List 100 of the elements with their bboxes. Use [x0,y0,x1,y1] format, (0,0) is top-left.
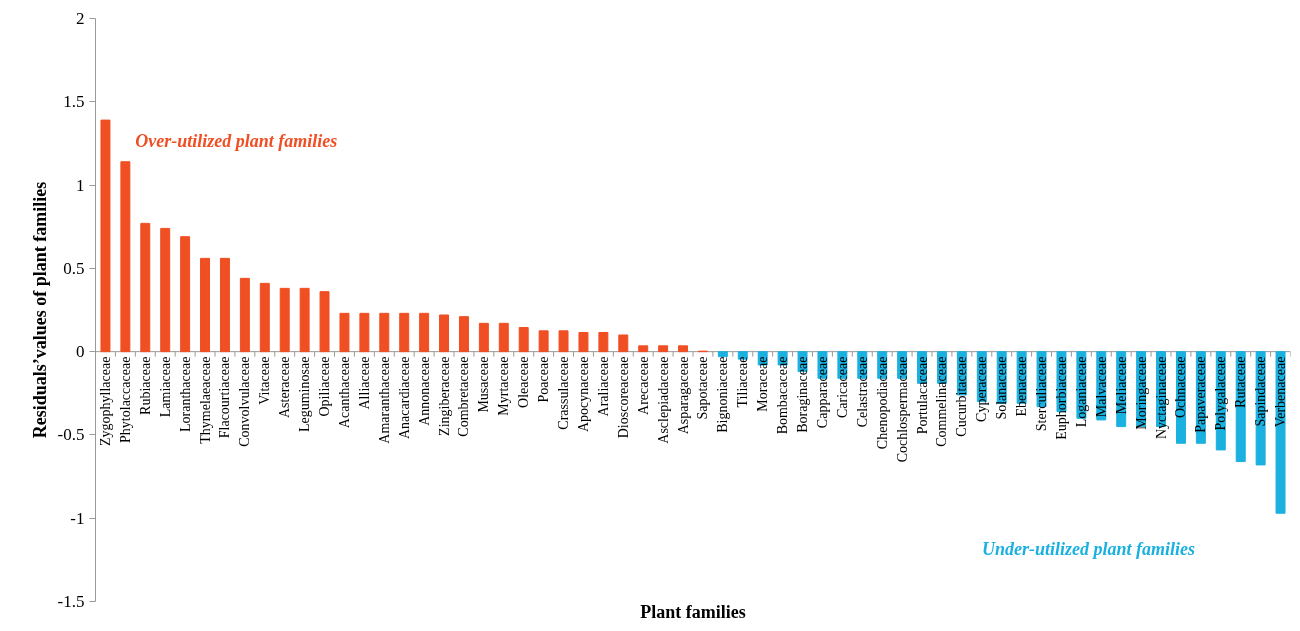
y-tick-label: 0 [76,342,85,362]
x-tick-label: Convolvulaceae [237,356,253,447]
bar [219,257,230,353]
x-tick-label: Meliaceae [1113,356,1129,415]
x-tick-label: Dioscoreaceae [615,356,631,439]
y-tick-label: 2 [76,9,85,28]
bar [717,351,728,358]
y-tick-label: 0.5 [63,258,85,278]
x-tick-label: Crassulaceae [556,356,572,430]
y-tick-label: 1.5 [63,92,85,112]
bar [598,331,609,353]
x-tick-label: Papaveraceae [1193,356,1209,433]
bar [299,287,310,353]
x-tick-label: Sapindaceae [1253,356,1269,427]
x-tick-label: Vitaceae [257,356,273,405]
bar [259,282,270,353]
x-tick-label: Euphorbiaceae [1053,356,1069,440]
annotation: Under-utilized plant families [981,539,1195,560]
x-tick-label: Zingiberaceae [436,356,452,436]
annotation: Over-utilized plant families [135,130,338,151]
bar [399,312,410,353]
x-tick-label: Alliaceae [356,356,372,410]
x-tick-label: Zygophyllaceae [97,356,113,447]
bar [678,345,689,353]
x-tick-label: Sterculiaceae [1034,356,1050,432]
bar [180,236,191,353]
x-tick-label: Chenopodiaceae [874,356,890,450]
x-tick-label: Moringaceae [1133,356,1149,430]
x-tick-label: Boraginaceae [795,356,811,433]
x-tick-label: Celastraceae [854,356,870,428]
x-tick-label: Portulacaceae [914,356,930,435]
bar [140,222,151,353]
x-tick-label: Tiliaceae [735,356,751,408]
x-tick-label: Sapotaceae [695,356,711,420]
bar [379,312,390,353]
bar [100,119,111,353]
y-tick-label: -1.5 [57,592,85,611]
bar [200,257,211,353]
y-tick-label: -1 [70,508,85,528]
bar [1275,351,1286,514]
y-axis-title: Residuals’values of plant families [29,181,50,439]
x-tick-label: Amaranthaceae [376,356,392,444]
x-tick-label: Arecaceae [635,356,651,415]
bar [658,345,669,353]
x-tick-label: Bombacaceae [775,356,791,435]
x-tick-label: Cyperaceae [974,356,990,422]
x-tick-label: Myrtaceae [496,356,512,416]
x-tick-label: Leguminosae [297,356,313,433]
x-tick-label: Phytolaccaceae [117,356,133,443]
x-tick-label: Poaceae [536,356,552,403]
x-tick-label: Lamiaceae [157,356,173,418]
x-tick-label: Acanthaceae [336,356,352,429]
x-tick-label: Combretaceae [456,356,472,437]
x-tick-label: Ebenaceae [1014,356,1030,417]
x-tick-label: Nyctaginaceae [1153,356,1169,440]
bar [498,322,509,353]
bar [618,334,629,353]
bar [239,277,250,353]
x-tick-label: Musaceae [476,356,492,413]
bar [558,330,569,353]
x-tick-label: Commelinaceae [934,356,950,447]
bar [319,291,330,353]
x-tick-label: Flacourtiaceae [217,356,233,439]
x-tick-label: Caricaceae [834,356,850,419]
x-tick-label: Loranthaceae [177,356,193,433]
x-tick-label: Araliaceae [595,356,611,417]
x-tick-label: Rubiaceae [137,356,153,415]
x-tick-label: Bignoniaceae [715,356,731,433]
x-tick-label: Asteraceae [277,356,293,419]
bar [578,331,589,353]
bar [518,326,529,353]
x-tick-label: Ochnaceae [1173,356,1189,419]
x-tick-label: Verbenaceae [1273,356,1289,428]
bar [120,161,131,353]
x-tick-label: Apocynaceae [575,356,591,433]
bar [339,312,350,353]
y-tick-label: 1 [76,175,85,195]
x-tick-label: Oleaceae [516,356,532,408]
bar [160,227,171,353]
x-tick-label: Loganiaceae [1073,356,1089,428]
x-tick-label: Malvaceae [1093,356,1109,418]
x-tick-label: Asparagaceae [675,356,691,435]
x-tick-label: Polygalaceae [1213,356,1229,431]
y-tick-label: -0.5 [57,425,85,445]
bar [419,312,430,353]
x-tick-label: Rutaceae [1233,356,1249,408]
x-tick-label: Cochlospermaceae [894,356,910,463]
bar [478,322,489,353]
x-tick-label: Anacardiaceae [396,356,412,440]
bar [638,345,649,353]
x-tick-label: Opiliaceae [317,356,333,417]
x-tick-label: Moraceae [755,356,771,412]
x-axis-title: Plant families [640,601,746,622]
x-tick-label: Annonaceae [416,356,432,426]
bar [279,287,290,353]
bar [538,330,549,353]
x-tick-label: Solanaceae [994,356,1010,420]
x-tick-label: Capparaceae [814,356,830,429]
x-tick-label: Thymelaeaceae [197,356,213,444]
bar [359,312,370,353]
